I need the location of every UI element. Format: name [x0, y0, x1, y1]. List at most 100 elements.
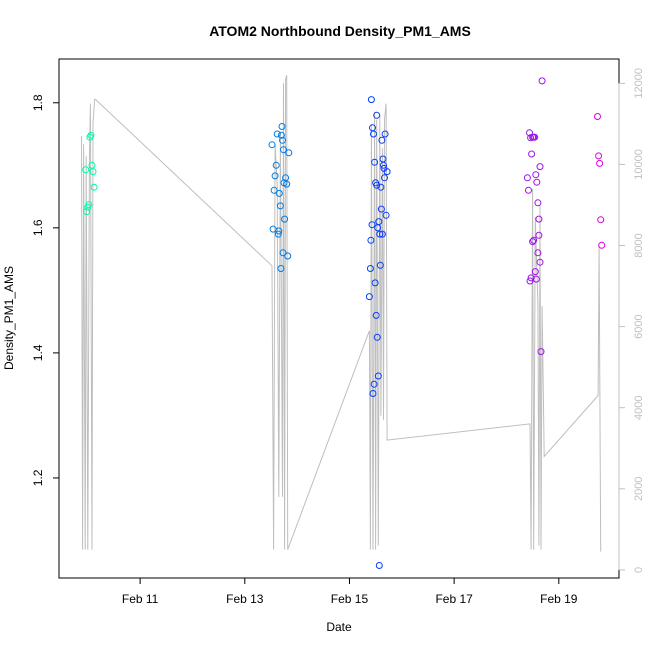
- data-point: [375, 218, 383, 226]
- data-point: [529, 238, 537, 246]
- data-point: [595, 152, 603, 160]
- data-point: [82, 166, 90, 174]
- data-point: [374, 372, 382, 380]
- x-tick-label: Feb 15: [331, 592, 369, 606]
- data-point: [379, 155, 387, 163]
- y2-tick-label: 10000: [633, 149, 645, 180]
- y-tick-label: 1.6: [31, 219, 45, 236]
- data-point: [285, 149, 293, 157]
- data-point: [530, 236, 538, 244]
- data-point: [380, 161, 387, 169]
- x-tick-label: Feb 17: [435, 592, 473, 606]
- data-point: [525, 186, 532, 194]
- data-point: [284, 252, 292, 260]
- data-point: [531, 268, 539, 276]
- data-point: [375, 562, 383, 569]
- data-point: [536, 163, 544, 171]
- data-point: [274, 230, 282, 238]
- data-point: [87, 131, 95, 139]
- data-point: [369, 390, 377, 397]
- data-point: [597, 216, 605, 224]
- data-point: [377, 205, 385, 213]
- data-point: [268, 141, 276, 149]
- data-point: [271, 172, 279, 180]
- data-point: [598, 241, 606, 249]
- y-tick-label: 1.8: [31, 94, 45, 111]
- x-tick-label: Feb 13: [226, 592, 264, 606]
- data-point: [535, 215, 543, 223]
- data-point: [88, 161, 96, 169]
- axes: Feb 11 Feb 13 Feb 15 Feb 17 Feb 19 1.2 1.4 1.6 1…: [31, 68, 645, 606]
- data-point: [378, 230, 386, 238]
- data-point: [279, 136, 286, 144]
- data-point: [90, 183, 98, 191]
- data-point: [381, 174, 388, 182]
- altitude-series: [81, 75, 602, 552]
- data-point: [371, 158, 379, 166]
- data-point: [523, 174, 531, 182]
- data-point: [376, 261, 384, 269]
- data-point: [89, 168, 97, 176]
- data-point: [277, 265, 285, 272]
- data-point: [278, 123, 286, 130]
- x-tick-label: Feb 11: [122, 592, 159, 606]
- data-point: [370, 130, 377, 138]
- data-point: [538, 77, 546, 85]
- data-point: [596, 159, 604, 167]
- data-point: [276, 202, 284, 210]
- data-point: [372, 311, 380, 319]
- data-point: [532, 275, 540, 283]
- data-point: [367, 236, 375, 244]
- data-point: [277, 131, 285, 139]
- y-tick-label: 1.4: [31, 344, 45, 361]
- data-point: [381, 130, 389, 138]
- data-point: [365, 293, 373, 301]
- data-point: [376, 230, 384, 238]
- data-point: [83, 208, 91, 216]
- data-point: [383, 168, 391, 176]
- data-point: [537, 348, 545, 356]
- data-point: [281, 215, 289, 223]
- data-point: [371, 279, 379, 287]
- y-tick-label: 1.2: [31, 469, 45, 486]
- y2-tick-label: 0: [633, 567, 645, 573]
- chart-title: ATOM2 Northbound Density_PM1_AMS: [209, 23, 471, 39]
- data-point: [373, 333, 381, 341]
- data-point: [270, 186, 278, 194]
- data-point: [279, 249, 287, 257]
- x-axis-label: Date: [326, 620, 352, 634]
- data-point: [373, 181, 381, 189]
- data-point: [275, 189, 283, 197]
- data-point: [535, 231, 543, 239]
- data-point: [534, 249, 542, 257]
- y2-tick-label: 12000: [633, 68, 645, 99]
- data-point: [532, 171, 540, 179]
- data-point: [280, 146, 287, 154]
- data-point: [531, 133, 539, 141]
- data-point: [534, 199, 542, 207]
- data-point: [594, 113, 601, 120]
- data-point: [367, 96, 375, 104]
- data-point: [377, 183, 385, 191]
- data-point: [528, 150, 536, 158]
- data-point: [273, 130, 281, 138]
- data-point: [272, 161, 280, 169]
- data-point: [536, 258, 544, 266]
- data-point: [366, 265, 374, 272]
- y2-tick-label: 4000: [633, 395, 645, 419]
- y-axis-label: Density_PM1_AMS: [2, 266, 16, 370]
- data-point: [382, 211, 390, 219]
- altitude-line: [81, 75, 602, 552]
- data-point: [275, 227, 283, 235]
- data-point: [527, 274, 535, 282]
- x-tick-label: Feb 19: [540, 592, 578, 606]
- y2-tick-label: 8000: [633, 233, 645, 257]
- data-point: [526, 277, 534, 285]
- data-point: [373, 111, 381, 119]
- data-point: [378, 136, 386, 144]
- data-point: [533, 178, 541, 186]
- data-point: [280, 179, 288, 187]
- density-points: [82, 77, 606, 569]
- y2-tick-label: 2000: [633, 477, 645, 501]
